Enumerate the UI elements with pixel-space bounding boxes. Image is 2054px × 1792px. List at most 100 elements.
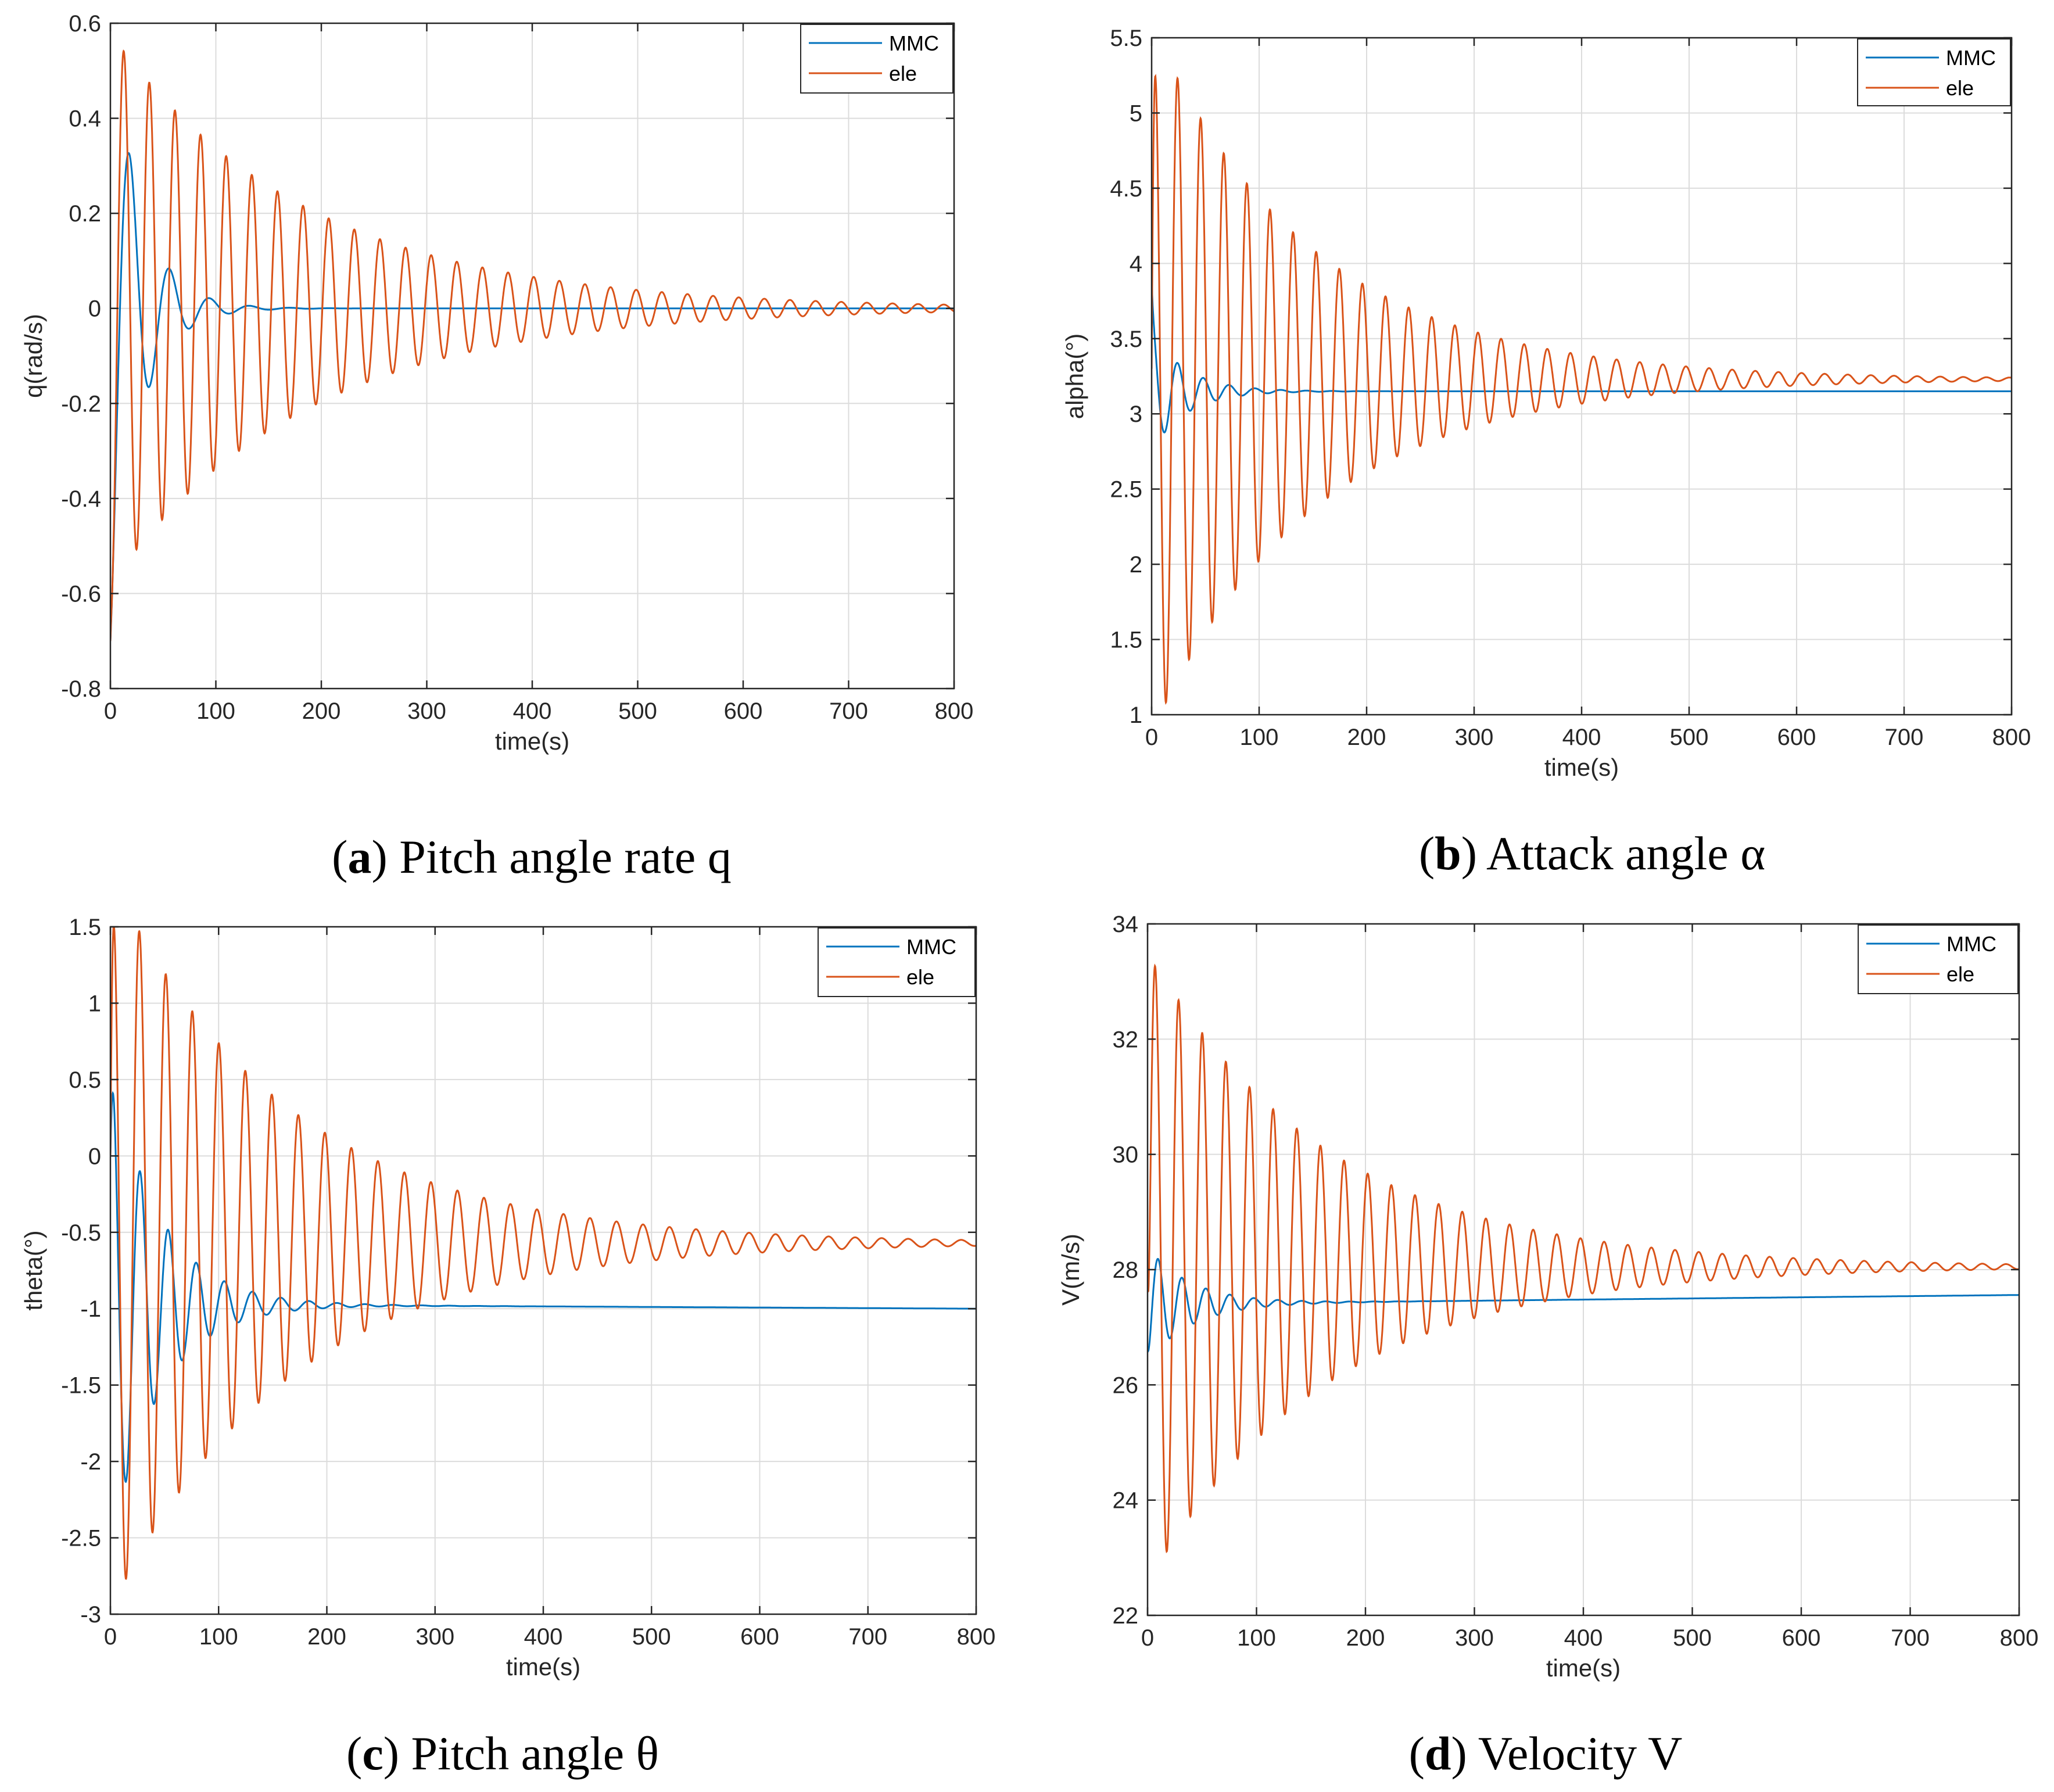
y-tick-label: 32 xyxy=(1113,1027,1139,1052)
y-axis-label: theta(°) xyxy=(20,1230,47,1310)
x-tick-label: 800 xyxy=(1992,725,2031,750)
series-line-ele xyxy=(1152,74,2012,705)
x-tick-label: 400 xyxy=(524,1624,563,1650)
x-tick-label: 0 xyxy=(1145,725,1158,750)
y-tick-label: 1.5 xyxy=(69,915,101,940)
legend: MMC ele xyxy=(800,24,953,94)
y-tick-label: 5.5 xyxy=(1110,26,1142,51)
y-tick-label: 34 xyxy=(1113,912,1139,937)
y-tick-label: -2 xyxy=(80,1449,101,1475)
y-tick-label: 28 xyxy=(1113,1257,1139,1283)
legend-label-mmc: MMC xyxy=(1946,46,1996,70)
x-axis-label: time(s) xyxy=(1546,1654,1621,1682)
series-line-mmc xyxy=(110,1091,976,1483)
x-tick-label: 200 xyxy=(307,1624,346,1650)
x-tick-label: 800 xyxy=(2000,1625,2039,1651)
chart-panel-c: 0 100 200 300 400 500 600 700 800 -3 -2.5 -2 -1.5 -1 -… xyxy=(20,915,995,1680)
x-axis-label: time(s) xyxy=(1544,754,1619,781)
x-tick-label: 100 xyxy=(199,1624,238,1650)
x-tick-label: 200 xyxy=(302,698,341,724)
x-tick-label: 400 xyxy=(513,698,552,724)
y-tick-label: 3.5 xyxy=(1110,327,1142,352)
x-tick-label: 600 xyxy=(740,1624,779,1650)
legend-label-ele: ele xyxy=(1947,962,1974,986)
y-axis-label: alpha(°) xyxy=(1061,334,1088,420)
caption-c: (c) Pitch angle θ xyxy=(346,1727,659,1780)
x-tick-label: 700 xyxy=(1891,1625,1930,1651)
legend-label-ele: ele xyxy=(1946,76,1974,100)
chart-panel-d: 0 100 200 300 400 500 600 700 800 22 24 26 28 30 32 34 t… xyxy=(1057,912,2038,1682)
caption-b: (b) Attack angle α xyxy=(1419,827,1765,880)
y-axis-label: q(rad/s) xyxy=(20,314,47,398)
x-tick-label: 700 xyxy=(829,698,868,724)
x-tick-label: 500 xyxy=(1670,725,1709,750)
series-line-ele xyxy=(110,927,976,1580)
y-tick-label: 2 xyxy=(1130,552,1142,578)
y-tick-label: 4.5 xyxy=(1110,176,1142,202)
x-tick-label: 500 xyxy=(618,698,657,724)
y-tick-label: 5 xyxy=(1130,101,1142,126)
x-tick-label: 200 xyxy=(1347,725,1386,750)
legend-box xyxy=(1858,924,2019,994)
x-tick-label: 800 xyxy=(935,698,974,724)
x-tick-label: 400 xyxy=(1562,725,1601,750)
y-tick-label: 0.4 xyxy=(69,106,101,132)
legend-box xyxy=(1857,38,2011,106)
y-tick-label: 0.5 xyxy=(69,1067,101,1093)
series-line-mmc xyxy=(1152,278,2012,433)
y-tick-label: 1 xyxy=(88,991,101,1016)
series-line-mmc xyxy=(1148,1257,2019,1353)
y-tick-label: -1 xyxy=(80,1296,101,1322)
x-tick-label: 0 xyxy=(1141,1625,1154,1651)
x-tick-label: 800 xyxy=(957,1624,996,1650)
y-tick-label: 26 xyxy=(1113,1372,1139,1398)
x-axis-label: time(s) xyxy=(495,727,569,755)
x-tick-label: 600 xyxy=(1782,1625,1821,1651)
x-tick-label: 500 xyxy=(632,1624,671,1650)
x-tick-label: 200 xyxy=(1346,1625,1385,1651)
x-tick-label: 500 xyxy=(1673,1625,1712,1651)
x-tick-label: 400 xyxy=(1564,1625,1603,1651)
x-tick-label: 300 xyxy=(1455,725,1494,750)
x-tick-label: 300 xyxy=(415,1624,454,1650)
y-tick-label: -3 xyxy=(80,1602,101,1628)
y-tick-label: 1.5 xyxy=(1110,628,1142,653)
legend-label-ele: ele xyxy=(889,62,917,85)
x-tick-label: 100 xyxy=(1240,725,1279,750)
x-tick-label: 300 xyxy=(1455,1625,1494,1651)
y-tick-label: -0.6 xyxy=(61,581,101,607)
series-line-ele xyxy=(110,49,954,641)
x-tick-label: 100 xyxy=(196,698,235,724)
y-tick-label: 2.5 xyxy=(1110,477,1142,503)
series-line-ele xyxy=(1148,963,2019,1554)
legend-box xyxy=(818,927,976,997)
y-tick-label: 3 xyxy=(1130,402,1142,427)
y-tick-label: 0 xyxy=(88,1144,101,1169)
x-tick-label: 600 xyxy=(724,698,763,724)
x-tick-label: 600 xyxy=(1777,725,1816,750)
series-line-mmc xyxy=(110,152,954,641)
y-tick-label: 1 xyxy=(1130,703,1142,728)
x-tick-label: 0 xyxy=(104,1624,117,1650)
y-tick-label: -1.5 xyxy=(61,1373,101,1399)
x-tick-label: 700 xyxy=(1885,725,1924,750)
y-tick-label: 24 xyxy=(1113,1488,1139,1514)
y-tick-label: -2.5 xyxy=(61,1526,101,1551)
legend: MMC ele xyxy=(818,927,976,997)
legend: MMC ele xyxy=(1858,924,2019,994)
chart-panel-a: 0 100 200 300 400 500 600 700 800 -0.8 -0.6 -0.4 -0.… xyxy=(20,11,973,755)
y-tick-label: -0.5 xyxy=(61,1220,101,1246)
y-tick-label: 0.6 xyxy=(69,11,101,37)
x-tick-label: 100 xyxy=(1237,1625,1276,1651)
y-tick-label: 0 xyxy=(88,296,101,322)
legend: MMC ele xyxy=(1857,38,2011,106)
y-tick-label: 0.2 xyxy=(69,201,101,227)
legend-box xyxy=(800,24,953,94)
chart-panel-b: 0 100 200 300 400 500 600 700 800 1 1.5 2 2.5 3 3.5 4 4.… xyxy=(1061,26,2031,781)
x-tick-label: 700 xyxy=(848,1624,887,1650)
legend-label-mmc: MMC xyxy=(889,31,939,55)
y-tick-label: 4 xyxy=(1130,251,1142,277)
legend-label-ele: ele xyxy=(906,965,934,989)
x-axis-label: time(s) xyxy=(506,1653,580,1680)
caption-d: (d) Velocity V xyxy=(1409,1727,1683,1780)
